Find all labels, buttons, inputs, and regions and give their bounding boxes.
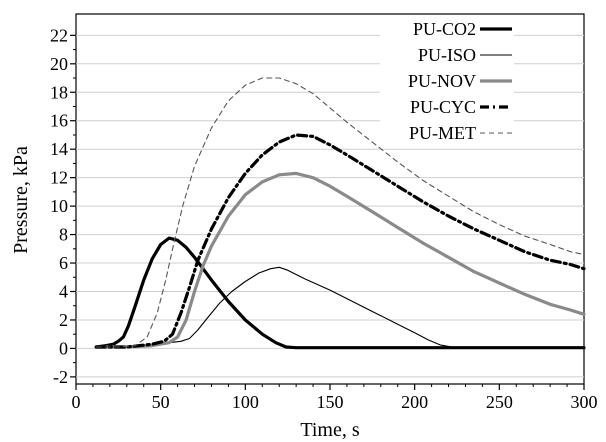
x-axis-title: Time, s	[300, 419, 360, 441]
legend-entry-background	[380, 94, 514, 119]
series-line-pu-iso	[95, 266, 585, 349]
y-axis-title: Pressure, kPa	[10, 146, 32, 254]
y-tick-label: 6	[59, 253, 68, 273]
y-tick-label: 20	[50, 54, 68, 74]
series-line-pu-met	[95, 77, 585, 348]
x-tick-label: 250	[486, 392, 513, 412]
y-tick-label: 0	[59, 338, 68, 358]
y-tick-label: 16	[50, 111, 68, 131]
x-tick-label: 200	[401, 392, 428, 412]
x-tick-label: 150	[317, 392, 344, 412]
x-tick-label: 100	[232, 392, 259, 412]
x-tick-label: 50	[152, 392, 170, 412]
y-axis: -2 0 2 4 6 8 10 12 14 16 18 20 22	[50, 25, 76, 387]
y-tick-label: 4	[59, 282, 68, 302]
legend-label-pu-met: PU-MET	[409, 123, 476, 143]
y-tick-label: 14	[50, 139, 68, 159]
x-tick-label: 0	[72, 392, 81, 412]
series-line-pu-co2	[94, 236, 586, 350]
series-lines	[94, 77, 586, 350]
legend-label-pu-iso: PU-ISO	[418, 45, 476, 65]
x-tick-label: 300	[571, 392, 598, 412]
series-line-pu-cyc	[94, 133, 586, 349]
y-tick-label: -2	[53, 367, 68, 387]
x-axis: 0 50 100 150 200 250 300	[72, 384, 598, 412]
y-tick-label: 8	[59, 225, 68, 245]
y-tick-label: 22	[50, 25, 68, 45]
legend: PU-CO2 PU-ISO PU-NOV PU-CYC PU-MET	[380, 16, 514, 145]
y-tick-label: 2	[59, 310, 68, 330]
legend-label-pu-nov: PU-NOV	[408, 71, 476, 91]
series-line-pu-nov	[94, 171, 586, 349]
y-tick-label: 18	[50, 82, 68, 102]
y-tick-label: 10	[50, 196, 68, 216]
y-tick-label: 12	[50, 168, 68, 188]
legend-label-pu-cyc: PU-CYC	[410, 97, 476, 117]
legend-label-pu-co2: PU-CO2	[413, 19, 476, 39]
